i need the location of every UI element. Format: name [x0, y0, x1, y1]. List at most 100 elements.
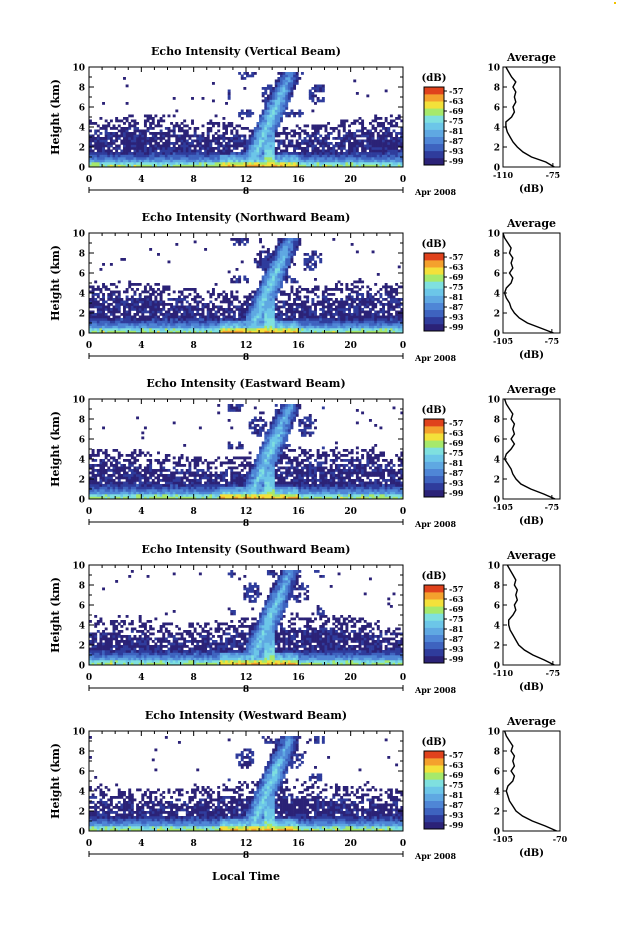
heatmap-cell	[178, 296, 181, 299]
heatmap-cell	[272, 147, 275, 150]
heatmap-cell	[283, 323, 286, 326]
heatmap-cell	[215, 160, 218, 163]
heatmap-cell	[332, 293, 335, 296]
heatmap-cell	[267, 150, 270, 153]
date-marker: 8	[243, 187, 249, 197]
heatmap-cell	[277, 152, 280, 155]
heatmap-cell	[353, 137, 356, 140]
heatmap-cell	[332, 145, 335, 148]
heatmap-cell	[230, 281, 233, 284]
colorbar-tick-label: -63	[449, 96, 464, 106]
heatmap-cell	[288, 145, 291, 148]
heatmap-cell	[188, 467, 191, 470]
heatmap-cell	[322, 316, 325, 319]
heatmap-cell	[330, 316, 333, 319]
heatmap-cell	[217, 137, 220, 140]
heatmap-cell	[97, 288, 100, 291]
heatmap-cell	[280, 95, 283, 98]
heatmap-cell	[309, 97, 312, 100]
heatmap-cell	[123, 258, 126, 261]
heatmap-cell	[149, 122, 152, 125]
heatmap-cell	[306, 160, 309, 163]
heatmap-cell	[99, 313, 102, 316]
heatmap-cell	[222, 298, 225, 301]
heatmap-cell	[113, 474, 116, 477]
heatmap-cell	[97, 454, 100, 457]
heatmap-cell	[170, 487, 173, 490]
heatmap-cell	[280, 291, 283, 294]
heatmap-cell	[228, 306, 231, 309]
heatmap-cell	[262, 115, 265, 118]
heatmap-cell	[196, 313, 199, 316]
heatmap-cell	[309, 321, 312, 324]
heatmap-cell	[275, 273, 278, 276]
heatmap-cell	[267, 308, 270, 311]
heatmap-cell	[277, 248, 280, 251]
heatmap-cell	[131, 303, 134, 306]
heatmap-cell	[277, 323, 280, 326]
heatmap-cell	[131, 484, 134, 487]
heatmap-cell	[243, 147, 246, 150]
heatmap-cell	[290, 85, 293, 88]
heatmap-cell	[97, 321, 100, 324]
heatmap-cell	[259, 125, 262, 128]
heatmap-cell	[191, 492, 194, 495]
heatmap-cell	[136, 140, 139, 143]
heatmap-cell	[228, 160, 231, 163]
heatmap-cell	[246, 115, 249, 118]
heatmap-cell	[290, 291, 293, 294]
heatmap-cell	[275, 303, 278, 306]
heatmap-cell	[382, 318, 385, 321]
heatmap-cell	[217, 135, 220, 138]
heatmap-cell	[194, 241, 197, 244]
heatmap-cell	[311, 127, 314, 130]
heatmap-cell	[285, 318, 288, 321]
heatmap-cell	[186, 301, 189, 304]
heatmap-cell	[280, 306, 283, 309]
heatmap-cell	[296, 125, 299, 128]
heatmap-cell	[160, 323, 163, 326]
heatmap-cell	[118, 125, 121, 128]
heatmap-cell	[144, 474, 147, 477]
heatmap-cell	[136, 311, 139, 314]
heatmap-cell	[306, 318, 309, 321]
heatmap-cell	[243, 155, 246, 158]
heatmap-cell	[283, 256, 286, 259]
heatmap-cell	[105, 489, 108, 492]
heatmap-cell	[173, 145, 176, 148]
heatmap-cell	[327, 298, 330, 301]
heatmap-cell	[353, 122, 356, 125]
heatmap-cell	[212, 316, 215, 319]
heatmap-cell	[330, 313, 333, 316]
heatmap-cell	[270, 97, 273, 100]
heatmap-cell	[186, 160, 189, 163]
heatmap-cell	[385, 132, 388, 135]
heatmap-cell	[264, 132, 267, 135]
heatmap-cell	[133, 457, 136, 460]
heatmap-cell	[186, 152, 189, 155]
heatmap-cell	[178, 462, 181, 465]
heatmap-cell	[314, 323, 317, 326]
heatmap-cell	[183, 125, 186, 128]
heatmap-cell	[126, 145, 129, 148]
heatmap-cell	[338, 313, 341, 316]
heatmap-cell	[262, 100, 265, 103]
heatmap-cell	[298, 238, 301, 241]
heatmap-cell	[157, 311, 160, 314]
heatmap-cell	[249, 311, 252, 314]
heatmap-cell	[204, 147, 207, 150]
heatmap-cell	[107, 328, 110, 331]
heatmap-cell	[102, 326, 105, 329]
heatmap-cell	[249, 318, 252, 321]
profile-x-tick-label: -105	[493, 336, 513, 346]
heatmap-cell	[256, 263, 259, 266]
heatmap-cell	[120, 120, 123, 123]
heatmap-cell	[144, 308, 147, 311]
heatmap-cell	[290, 303, 293, 306]
heatmap-cell	[377, 157, 380, 160]
heatmap-cell	[309, 268, 312, 271]
heatmap-cell	[136, 479, 139, 482]
heatmap-cell	[181, 469, 184, 472]
heatmap-cell	[385, 120, 388, 123]
heatmap-cell	[259, 303, 262, 306]
